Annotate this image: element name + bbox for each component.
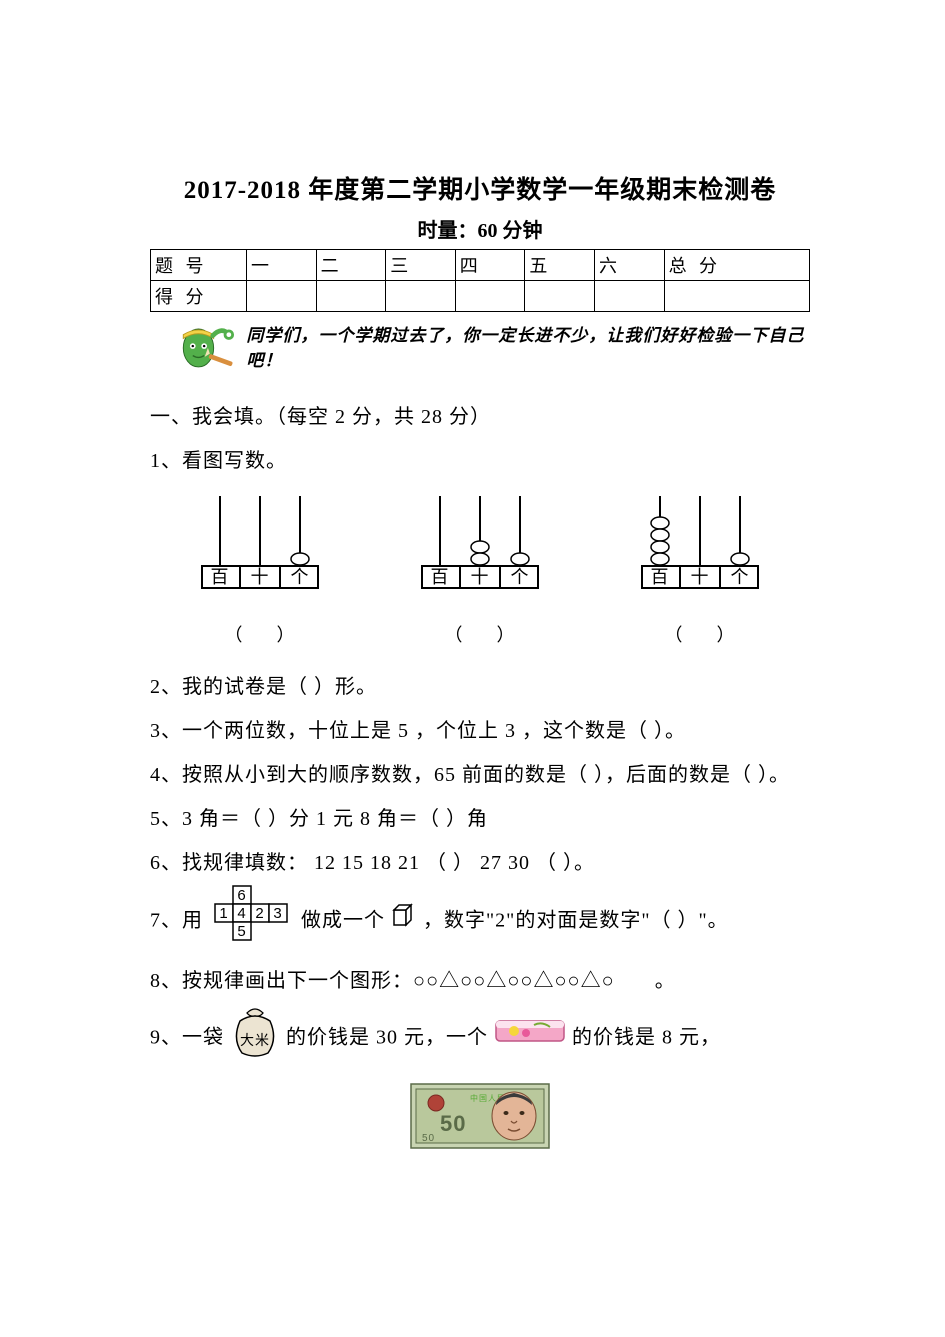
paren-l: （ [445,625,464,645]
cell: 题 号 [151,250,247,281]
abacus-2: 百 十 个 （ ） [410,491,550,655]
cube-icon [391,900,417,944]
cell: 得 分 [151,281,247,312]
q4: 4、按照从小到大的顺序数数，65 前面的数是（ ），后面的数是（ ）。 [150,753,810,797]
q7-suffix: ，数字"2"的对面是数字"（ ）"。 [423,910,729,932]
score-table: 题 号 一 二 三 四 五 六 总 分 得 分 [150,249,810,312]
cell: 六 [594,250,664,281]
paren-r: ） [497,625,516,645]
svg-text:6: 6 [237,887,246,904]
svg-text:十: 十 [691,567,710,587]
svg-text:百: 百 [211,567,230,587]
money-row: 中国人民银行 50 50 [150,1083,810,1165]
q8-text: 8、按规律画出下一个图形：○○△○○△○○△○○△○ [150,970,615,992]
q7: 7、用 6 1 4 2 3 5 做成一个 [150,885,810,959]
cell: 二 [316,250,386,281]
pencilcase-icon [494,1015,566,1063]
q9: 9、一袋 大米 的价钱是 30 元，一个 的价钱是 8 元， [150,1003,810,1075]
q7-mid: 做成一个 [301,910,385,932]
svg-text:百: 百 [431,567,450,587]
exam-title: 2017-2018 年度第二学期小学数学一年级期末检测卷 [150,170,810,206]
svg-text:2: 2 [255,905,264,922]
q9-a: 9、一袋 [150,1027,224,1049]
cell [316,281,386,312]
q5: 5、3 角＝（ ）分 1 元 8 角＝（ ）角 [150,797,810,841]
q3: 3、一个两位数，十位上是 5 ，个位上 3 ，这个数是（ ）。 [150,709,810,753]
q9-c: 的价钱是 8 元， [572,1027,721,1049]
svg-text:百: 百 [651,567,670,587]
paren-r: ） [277,625,296,645]
svg-text:50: 50 [422,1133,435,1144]
q8: 8、按规律画出下一个图形：○○△○○△○○△○○△○ 。 [150,959,810,1003]
cell [525,281,595,312]
svg-text:3: 3 [273,905,282,922]
cell: 五 [525,250,595,281]
svg-text:大米: 大米 [240,1033,270,1049]
q9-b: 的价钱是 30 元，一个 [286,1027,488,1049]
svg-text:1: 1 [219,905,228,922]
svg-text:十: 十 [471,567,490,587]
svg-text:十: 十 [251,567,270,587]
paren-l: （ [225,625,244,645]
exam-subtitle: 时量：60 分钟 [150,214,810,243]
rice-bag-icon: 大米 [230,1003,280,1075]
svg-text:4: 4 [237,905,246,922]
cell [594,281,664,312]
abacus-3: 百 十 个 （ ） [630,491,770,655]
table-row: 得 分 [151,281,810,312]
svg-text:50: 50 [440,1111,466,1136]
section1-title: 一、我会填。（每空 2 分，共 28 分） [150,395,810,439]
mascot-icon [170,320,236,375]
q7-prefix: 7、用 [150,910,203,932]
svg-text:个: 个 [291,567,310,587]
cell: 四 [455,250,525,281]
cell [455,281,525,312]
cell [247,281,317,312]
svg-text:个: 个 [511,567,530,587]
q6: 6、找规律填数： 12 15 18 21 （ ） 27 30 （ ）。 [150,841,810,885]
paren-r: ） [717,625,736,645]
abacus-row: 百 十 个 （ ） 百 十 [150,491,810,655]
q8-end: 。 [655,970,676,992]
svg-text:5: 5 [237,923,246,940]
cube-net-icon: 6 1 4 2 3 5 [213,885,291,959]
cell [664,281,809,312]
intro-text: 同学们，一个学期过去了，你一定长进不少，让我们好好检验一下自己吧！ [246,321,810,371]
cell [386,281,456,312]
q1-label: 1、看图写数。 [150,439,810,483]
abacus-1: 百 十 个 （ ） [190,491,330,655]
svg-text:个: 个 [731,567,750,587]
banknote-icon: 中国人民银行 50 50 [410,1083,550,1165]
table-row: 题 号 一 二 三 四 五 六 总 分 [151,250,810,281]
cell: 总 分 [664,250,809,281]
q2: 2、我的试卷是（ ）形。 [150,665,810,709]
cell: 一 [247,250,317,281]
paren-l: （ [665,625,684,645]
cell: 三 [386,250,456,281]
